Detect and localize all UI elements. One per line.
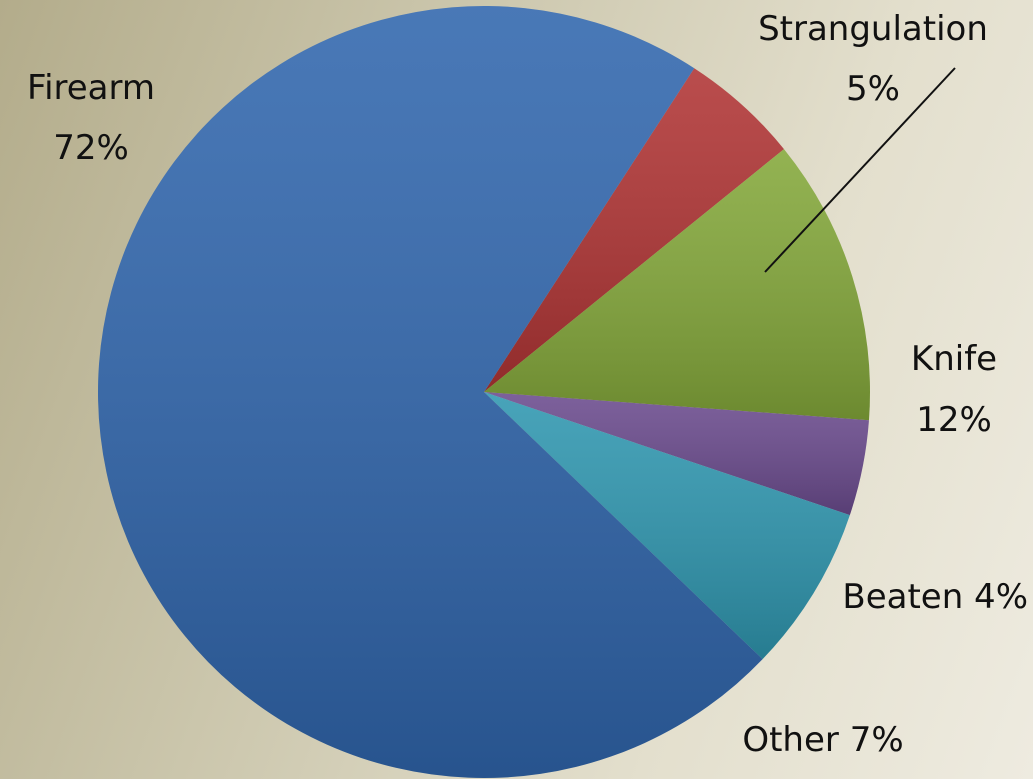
data-label-other: Other 7% bbox=[742, 720, 903, 760]
value-label-knife: 12% bbox=[916, 400, 992, 440]
pie-slices bbox=[98, 5, 870, 778]
data-label-beaten: Beaten 4% bbox=[842, 577, 1028, 617]
leader-line-strangulation bbox=[764, 67, 956, 273]
pie-slice-shading-firearm bbox=[98, 5, 763, 778]
category-label-knife: Knife bbox=[911, 339, 997, 379]
data-labels: Strangulation 5% Knife 12% Beaten 4% Other 7%… bbox=[27, 9, 1028, 760]
pie-slice-shading-strangulation bbox=[484, 68, 784, 393]
category-label-strangulation: Strangulation bbox=[758, 9, 988, 49]
pie-slice-shading-beaten bbox=[484, 392, 869, 516]
value-label-firearm: 72% bbox=[53, 128, 129, 168]
pie-slice-shading-other bbox=[484, 392, 850, 660]
category-label-firearm: Firearm bbox=[27, 68, 155, 108]
value-label-strangulation: 5% bbox=[846, 69, 900, 109]
pie-slice-shading-knife bbox=[484, 149, 870, 421]
